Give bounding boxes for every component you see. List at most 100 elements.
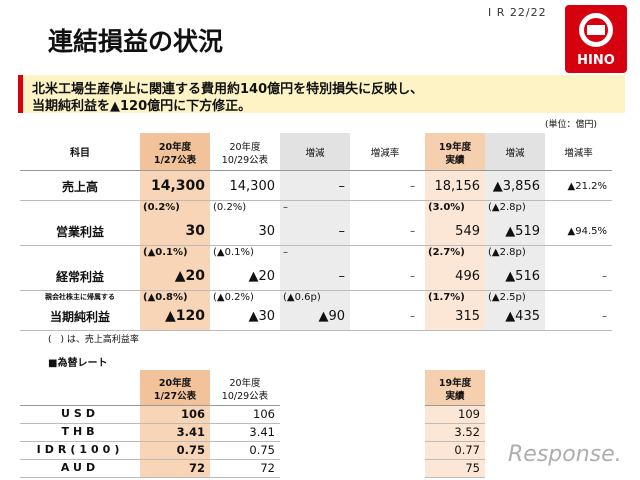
rule	[425, 405, 485, 406]
ratio: (▲0.1%)	[143, 247, 188, 258]
logo-mark	[579, 13, 613, 47]
value: ▲435	[505, 309, 540, 324]
fx-value: 0.75	[176, 443, 205, 457]
logo: HINO	[565, 5, 627, 73]
value: –	[602, 311, 607, 322]
rule	[20, 423, 280, 424]
value: 14,300	[229, 179, 276, 194]
header-cell: 19年度	[438, 141, 472, 153]
fx-value: 106	[180, 407, 205, 421]
value: ▲516	[505, 269, 540, 284]
header-bg	[425, 133, 485, 170]
value: –	[338, 224, 346, 239]
value: 14,300	[150, 178, 205, 194]
row-label: 当期純利益	[49, 310, 110, 324]
header-bg	[280, 133, 350, 170]
header-bg	[545, 133, 612, 170]
value: ▲21.2%	[567, 181, 607, 192]
fx-value: 109	[458, 407, 480, 421]
fx-value: 75	[465, 461, 480, 475]
header-bg	[485, 133, 545, 170]
value: ▲30	[248, 309, 275, 324]
ratio: (2.7%)	[428, 247, 465, 258]
fx-value: 72	[260, 461, 275, 475]
fx-value: 0.75	[249, 443, 275, 457]
rule	[20, 405, 280, 406]
header-cell: 19年度	[438, 377, 472, 389]
ratio: (3.0%)	[428, 202, 465, 213]
value: 549	[455, 224, 480, 239]
rule	[20, 290, 612, 291]
summary-accent	[18, 75, 23, 113]
ratio: –	[283, 247, 288, 258]
value: ▲94.5%	[567, 226, 607, 237]
ratio: (▲2.8p)	[488, 247, 526, 258]
ratio: (1.7%)	[428, 292, 465, 303]
header-cell: 実績	[445, 154, 465, 166]
value: –	[410, 311, 415, 322]
value: –	[410, 181, 415, 192]
value: –	[338, 179, 346, 194]
rule	[425, 423, 485, 424]
value: 315	[455, 309, 480, 324]
header-cell: 増減率	[564, 148, 593, 159]
header-cell: 1/27公表	[153, 390, 197, 402]
rule	[20, 441, 280, 442]
row-label: 経常利益	[55, 270, 104, 284]
fx-value: 3.41	[249, 425, 275, 439]
row-label: 売上高	[61, 180, 98, 194]
row-label: 営業利益	[55, 225, 104, 239]
ratio: (▲0.8%)	[143, 292, 188, 303]
header-cell: 実績	[445, 390, 465, 402]
header-bg	[425, 370, 485, 405]
header-cell: 20年度	[158, 377, 192, 389]
value: 18,156	[434, 179, 481, 194]
fx-value: 72	[188, 461, 205, 475]
rule	[425, 459, 485, 460]
ratio: (0.2%)	[143, 202, 180, 213]
summary-line: 北米工場生産停止に関連する費用約140億円を特別損失に反映し、	[32, 82, 424, 97]
watermark: Response.	[508, 442, 622, 467]
ratio: (▲0.2%)	[213, 292, 254, 303]
value: ▲120	[165, 308, 205, 324]
fx-title: ■為替レート	[48, 358, 108, 369]
value: 496	[455, 269, 480, 284]
value: –	[410, 226, 415, 237]
rule	[20, 477, 280, 478]
value: –	[602, 271, 607, 282]
value: ▲519	[505, 224, 540, 239]
fx-label: THB	[61, 425, 99, 438]
note: ( ) は、売上高利益率	[48, 335, 139, 345]
header-cell: 20年度	[229, 141, 261, 153]
ratio: (▲2.8p)	[488, 202, 526, 213]
value: –	[338, 269, 346, 284]
value: ▲20	[248, 269, 275, 284]
value: ▲20	[174, 268, 205, 284]
header-cell: 科目	[70, 148, 90, 159]
rule	[425, 441, 485, 442]
fx-value: 106	[253, 407, 275, 421]
header-cell: 20年度	[158, 141, 192, 153]
summary-line: 当期純利益を▲120億円に下方修正。	[32, 99, 252, 114]
value: 30	[258, 224, 275, 239]
header-cell: 1/27公表	[153, 154, 197, 166]
value: ▲3,856	[492, 179, 540, 194]
header-cell: 増減率	[370, 148, 400, 159]
page-number: I R 22/22	[488, 6, 547, 19]
fx-label: AUD	[60, 461, 100, 474]
summary-box: 北米工場生産停止に関連する費用約140億円を特別損失に反映し、 当期純利益を▲1…	[18, 75, 625, 114]
ratio: (▲0.6p)	[283, 292, 321, 303]
header-bg	[210, 133, 280, 170]
rule	[20, 245, 612, 246]
header-cell: 10/29公表	[221, 390, 269, 402]
header-bg	[140, 370, 210, 405]
ratio: –	[283, 202, 288, 213]
header-bg	[140, 133, 210, 170]
value: 30	[185, 223, 205, 239]
value: –	[410, 271, 415, 282]
value: ▲90	[318, 309, 345, 324]
fx-label: USD	[61, 407, 99, 420]
ratio: (▲2.5p)	[488, 292, 526, 303]
rule	[20, 200, 612, 201]
fx-value: 3.52	[454, 425, 480, 439]
